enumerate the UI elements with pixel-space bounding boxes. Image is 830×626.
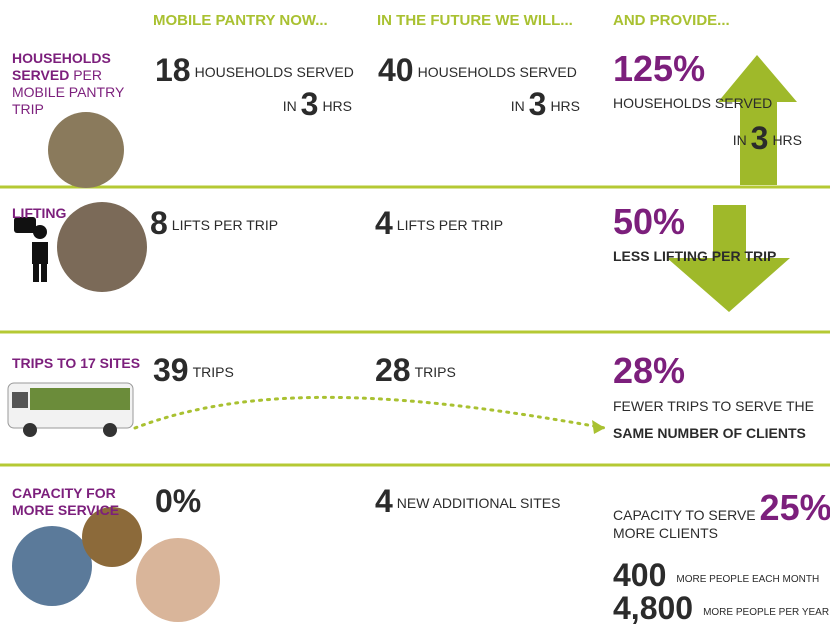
label-bold: TRIPS TO 17 SITES [12, 355, 140, 371]
row-label: CAPACITY FOR MORE SERVICE [12, 485, 130, 519]
hours: 3 [751, 120, 769, 156]
text: TRIPS [193, 364, 234, 380]
cell: 0% [155, 483, 205, 520]
prefix: IN [283, 98, 297, 114]
text: LIFTS PER TRIP [397, 217, 503, 233]
number: 8 [150, 205, 168, 241]
bus [8, 383, 133, 437]
number: 0% [155, 483, 201, 519]
text: MORE PEOPLE PER YEAR [703, 607, 829, 618]
number: 40 [378, 52, 414, 88]
number: 18 [155, 52, 191, 88]
hours: 3 [301, 86, 319, 122]
provide-number: 50% [613, 201, 685, 243]
text: NEW ADDITIONAL SITES [397, 495, 561, 511]
provide-number: 25% [760, 487, 830, 528]
photo [48, 112, 124, 188]
number: 39 [153, 352, 189, 388]
text: HOUSEHOLDS SERVED [195, 64, 354, 80]
emphasis: SAME NUMBER OF CLIENTS [613, 425, 806, 441]
text: MORE CLIENTS [613, 525, 718, 541]
suffix: HRS [772, 132, 802, 148]
label-bold: LIFTING [12, 205, 66, 221]
number: 400 [613, 557, 666, 593]
route-head [592, 420, 605, 434]
detail: 400 MORE PEOPLE EACH MONTH [613, 557, 819, 594]
route [135, 397, 605, 428]
text: TRIPS [415, 364, 456, 380]
number: 4 [375, 483, 393, 519]
row-label: HOUSEHOLDS SERVED PER MOBILE PANTRY TRIP [12, 50, 130, 118]
cell: CAPACITY TO SERVE 25% [613, 487, 830, 529]
text: HOUSEHOLDS SERVED [418, 64, 577, 80]
prefix: IN [511, 98, 525, 114]
column-header: AND PROVIDE... [613, 12, 730, 29]
text: MORE PEOPLE EACH MONTH [676, 574, 819, 585]
person-icon [14, 217, 48, 282]
suffix: HRS [322, 98, 352, 114]
text: CAPACITY TO SERVE [613, 507, 756, 523]
provide-number: 28% [613, 350, 685, 392]
photo [12, 526, 92, 606]
number: 28 [375, 352, 411, 388]
row-label: TRIPS TO 17 SITES [12, 355, 152, 372]
number: 4 [375, 205, 393, 241]
text: LIFTS PER TRIP [172, 217, 278, 233]
provide-number: 125% [613, 48, 705, 90]
text: LESS LIFTING PER TRIP [613, 248, 776, 264]
column-header: MOBILE PANTRY NOW... [153, 12, 328, 29]
detail: 4,800 MORE PEOPLE PER YEAR [613, 590, 829, 626]
label-bold: CAPACITY FOR MORE SERVICE [12, 485, 119, 518]
prefix: IN [733, 132, 747, 148]
column-header: IN THE FUTURE WE WILL... [377, 12, 573, 29]
photo [136, 538, 220, 622]
text: HOUSEHOLDS SERVED [613, 95, 772, 111]
infographic: MOBILE PANTRY NOW... IN THE FUTURE WE WI… [0, 0, 830, 626]
hours: 3 [529, 86, 547, 122]
number: 4,800 [613, 590, 693, 626]
suffix: HRS [550, 98, 580, 114]
row-label: LIFTING [12, 205, 130, 222]
text: FEWER TRIPS TO SERVE THE [613, 398, 814, 414]
